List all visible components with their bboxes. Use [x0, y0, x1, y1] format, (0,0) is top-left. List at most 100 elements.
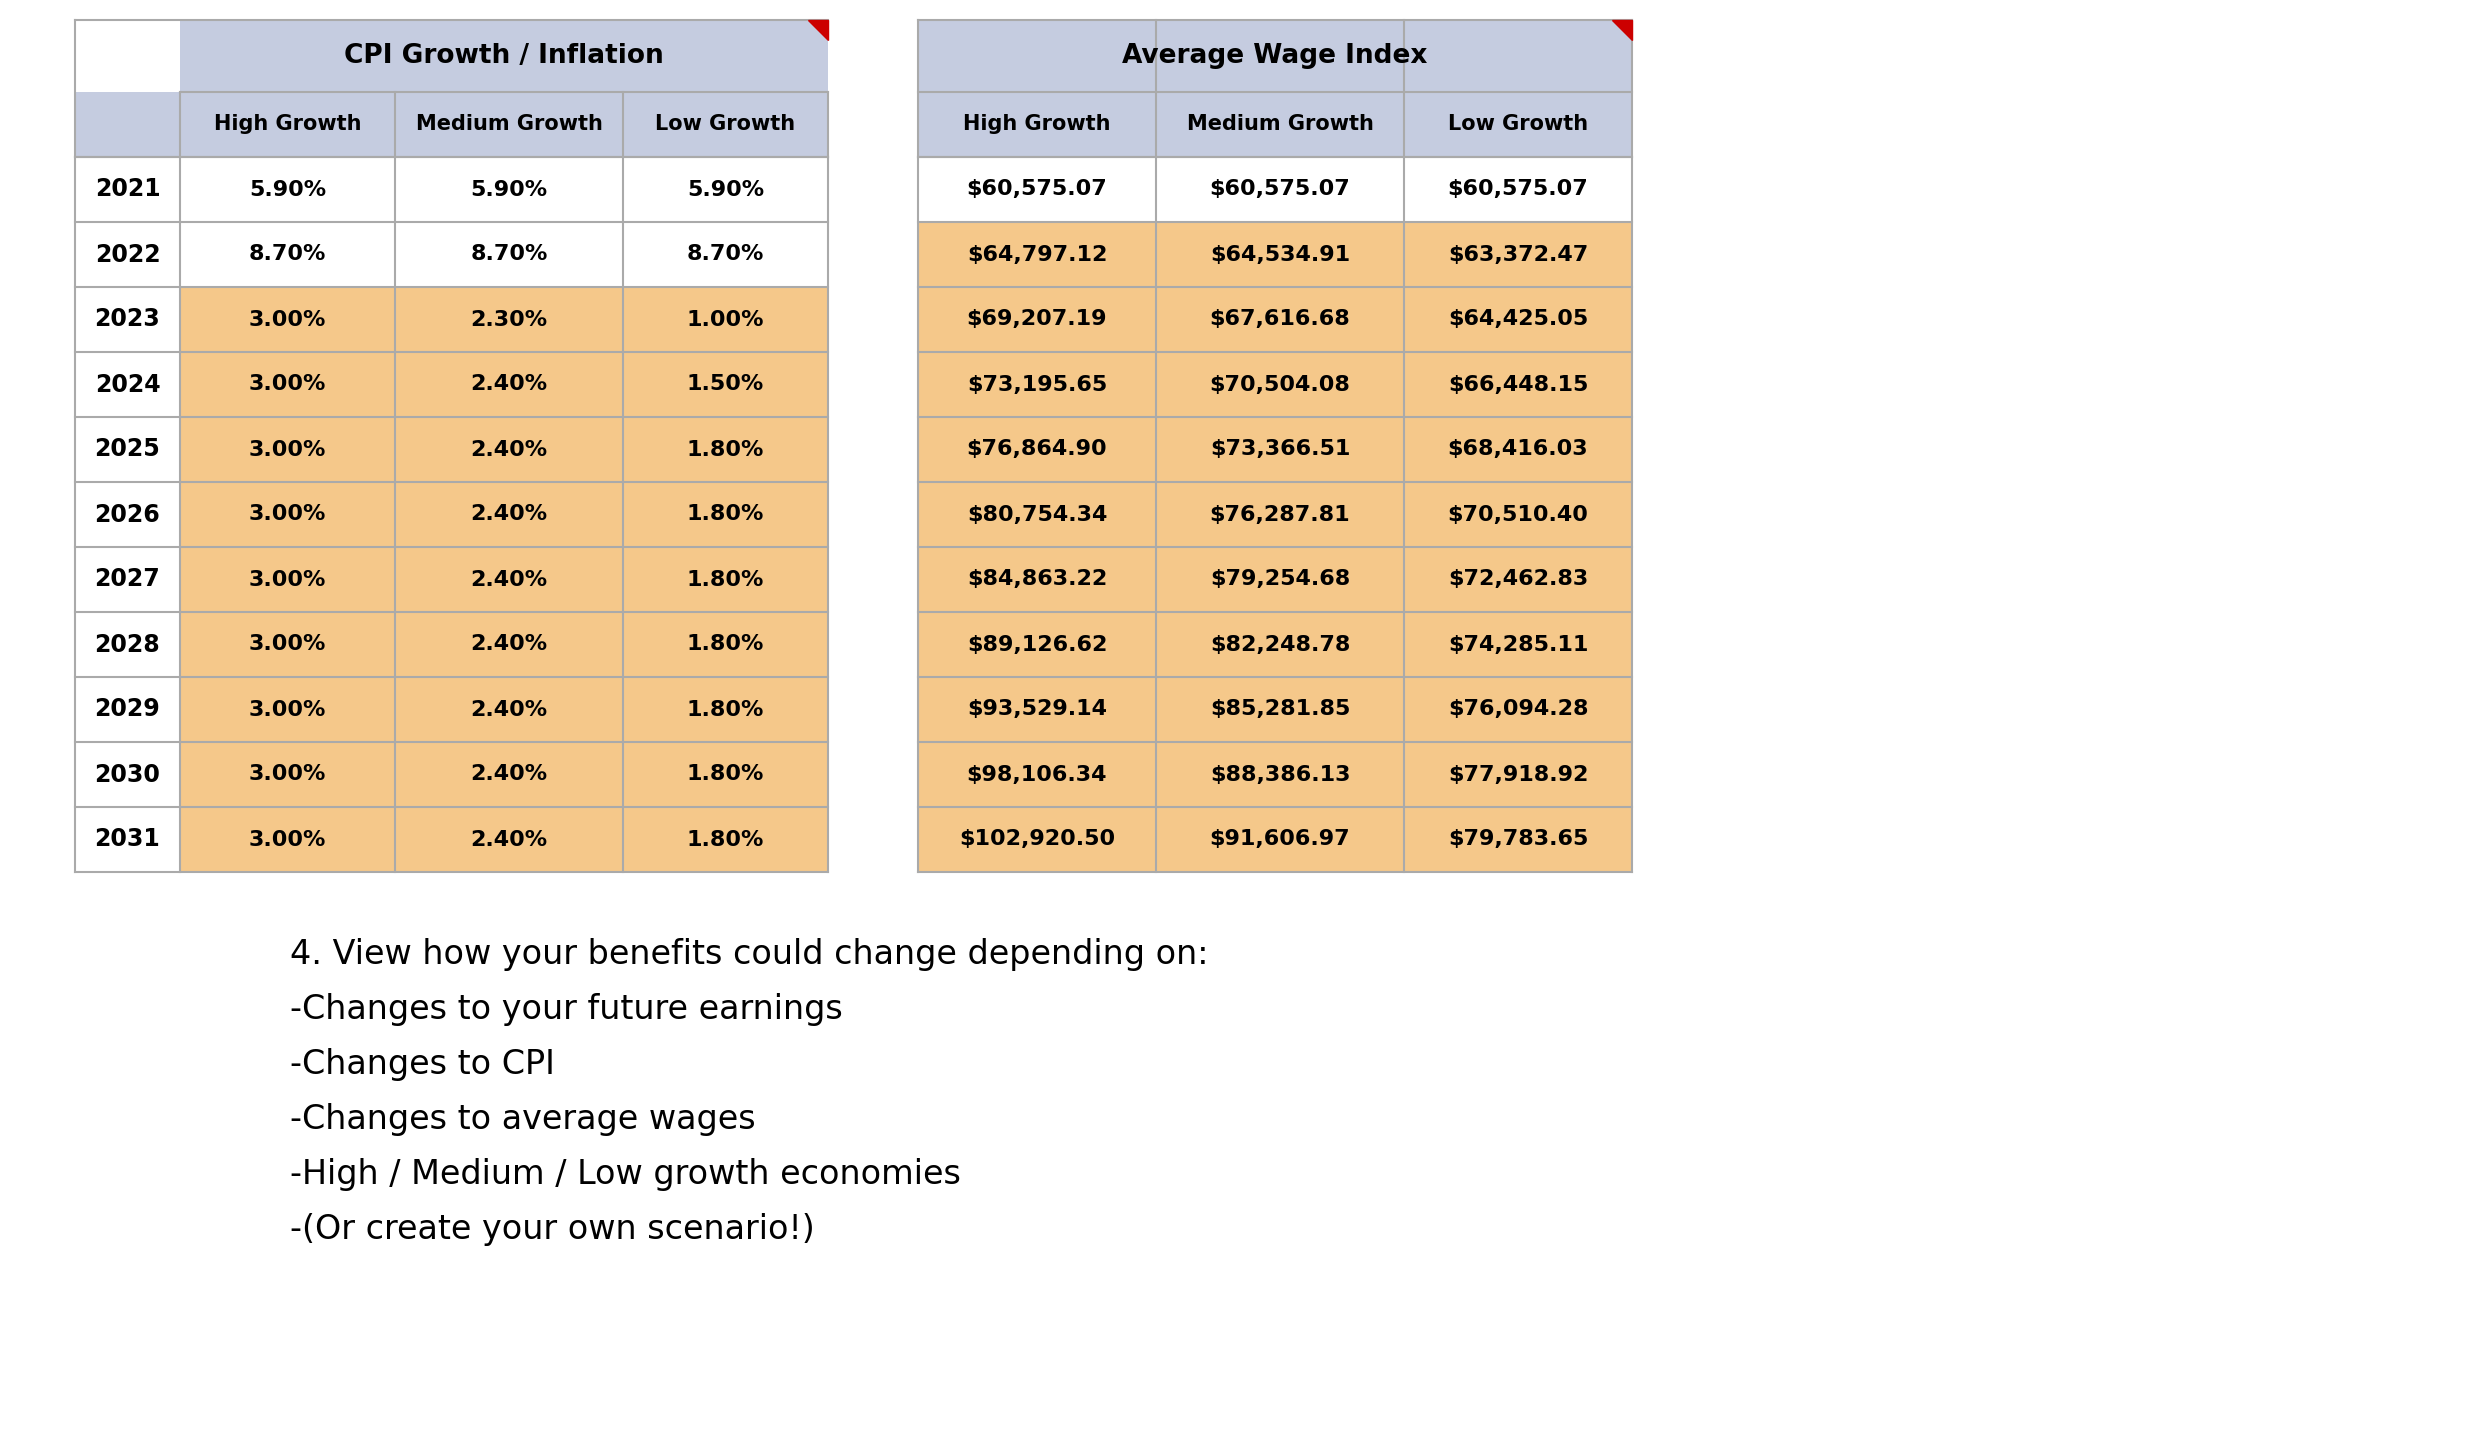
- Text: 1.80%: 1.80%: [687, 764, 764, 784]
- Bar: [179, 287, 829, 352]
- Bar: [919, 612, 1631, 677]
- Bar: [919, 807, 1631, 872]
- Text: 2.40%: 2.40%: [471, 699, 548, 719]
- Bar: [179, 482, 829, 547]
- Bar: [75, 157, 179, 222]
- Text: $98,106.34: $98,106.34: [966, 764, 1108, 784]
- Text: $84,863.22: $84,863.22: [966, 569, 1108, 589]
- Bar: [179, 222, 829, 287]
- Text: $63,372.47: $63,372.47: [1447, 244, 1589, 264]
- Text: 3.00%: 3.00%: [249, 634, 326, 654]
- Text: 4. View how your benefits could change depending on:: 4. View how your benefits could change d…: [289, 939, 1208, 970]
- Text: 3.00%: 3.00%: [249, 764, 326, 784]
- Text: 2030: 2030: [95, 762, 159, 787]
- Text: 1.80%: 1.80%: [687, 569, 764, 589]
- Text: 2.40%: 2.40%: [471, 439, 548, 459]
- Text: $64,534.91: $64,534.91: [1210, 244, 1350, 264]
- Bar: [919, 92, 1631, 157]
- Bar: [919, 547, 1631, 612]
- Text: 8.70%: 8.70%: [687, 244, 764, 264]
- Text: 2022: 2022: [95, 243, 159, 267]
- Bar: [179, 677, 829, 742]
- Text: 2028: 2028: [95, 632, 159, 657]
- Bar: [179, 547, 829, 612]
- Text: High Growth: High Growth: [964, 114, 1111, 134]
- Bar: [179, 417, 829, 482]
- Text: $102,920.50: $102,920.50: [959, 829, 1116, 849]
- Text: 3.00%: 3.00%: [249, 439, 326, 459]
- Text: $79,254.68: $79,254.68: [1210, 569, 1350, 589]
- Text: 3.00%: 3.00%: [249, 374, 326, 394]
- Bar: [179, 20, 829, 92]
- Text: $76,094.28: $76,094.28: [1447, 699, 1589, 719]
- Text: 2.40%: 2.40%: [471, 829, 548, 849]
- Bar: [919, 222, 1631, 287]
- Text: -High / Medium / Low growth economies: -High / Medium / Low growth economies: [289, 1158, 961, 1191]
- Text: -Changes to CPI: -Changes to CPI: [289, 1048, 555, 1082]
- Text: -(Or create your own scenario!): -(Or create your own scenario!): [289, 1213, 814, 1246]
- Text: $68,416.03: $68,416.03: [1447, 439, 1589, 459]
- Text: Medium Growth: Medium Growth: [1188, 114, 1374, 134]
- Text: $64,425.05: $64,425.05: [1447, 309, 1589, 329]
- Text: $73,195.65: $73,195.65: [966, 374, 1108, 394]
- Text: $74,285.11: $74,285.11: [1447, 634, 1589, 654]
- Text: $72,462.83: $72,462.83: [1447, 569, 1589, 589]
- Text: 8.70%: 8.70%: [471, 244, 548, 264]
- Text: $88,386.13: $88,386.13: [1210, 764, 1350, 784]
- Bar: [75, 222, 179, 287]
- Text: 1.80%: 1.80%: [687, 634, 764, 654]
- Text: $70,504.08: $70,504.08: [1210, 374, 1350, 394]
- Bar: [919, 352, 1631, 417]
- Bar: [179, 612, 829, 677]
- Text: CPI Growth / Inflation: CPI Growth / Inflation: [344, 43, 665, 69]
- Text: $80,754.34: $80,754.34: [966, 504, 1108, 524]
- Bar: [179, 807, 829, 872]
- Text: 2031: 2031: [95, 827, 159, 852]
- Text: 2.40%: 2.40%: [471, 764, 548, 784]
- Text: 3.00%: 3.00%: [249, 569, 326, 589]
- Text: 5.90%: 5.90%: [687, 179, 764, 199]
- Bar: [75, 807, 179, 872]
- Text: 5.90%: 5.90%: [249, 179, 326, 199]
- Text: 2.40%: 2.40%: [471, 569, 548, 589]
- Text: -Changes to average wages: -Changes to average wages: [289, 1103, 754, 1136]
- Text: $85,281.85: $85,281.85: [1210, 699, 1350, 719]
- Text: 2025: 2025: [95, 438, 159, 462]
- Bar: [75, 677, 179, 742]
- Text: 3.00%: 3.00%: [249, 829, 326, 849]
- Text: $82,248.78: $82,248.78: [1210, 634, 1350, 654]
- Text: $64,797.12: $64,797.12: [966, 244, 1108, 264]
- Bar: [75, 482, 179, 547]
- Text: Average Wage Index: Average Wage Index: [1123, 43, 1427, 69]
- Bar: [919, 417, 1631, 482]
- Text: 2029: 2029: [95, 697, 159, 722]
- Text: $77,918.92: $77,918.92: [1447, 764, 1589, 784]
- Text: 1.80%: 1.80%: [687, 439, 764, 459]
- Text: $60,575.07: $60,575.07: [1210, 179, 1350, 199]
- Text: $93,529.14: $93,529.14: [966, 699, 1108, 719]
- Bar: [919, 677, 1631, 742]
- Text: High Growth: High Growth: [214, 114, 361, 134]
- Bar: [75, 352, 179, 417]
- Text: 2026: 2026: [95, 503, 159, 527]
- Bar: [75, 417, 179, 482]
- Bar: [919, 742, 1631, 807]
- Text: 1.80%: 1.80%: [687, 829, 764, 849]
- Polygon shape: [1611, 20, 1631, 40]
- Text: 8.70%: 8.70%: [249, 244, 326, 264]
- Text: $70,510.40: $70,510.40: [1447, 504, 1589, 524]
- Text: $79,783.65: $79,783.65: [1447, 829, 1589, 849]
- Bar: [179, 742, 829, 807]
- Text: 2027: 2027: [95, 567, 159, 592]
- Bar: [919, 20, 1631, 92]
- Bar: [75, 742, 179, 807]
- Text: 1.80%: 1.80%: [687, 699, 764, 719]
- Text: 1.00%: 1.00%: [687, 309, 764, 329]
- Text: 3.00%: 3.00%: [249, 309, 326, 329]
- Text: Low Growth: Low Growth: [1449, 114, 1589, 134]
- Text: 3.00%: 3.00%: [249, 504, 326, 524]
- Text: 2023: 2023: [95, 308, 159, 332]
- Text: 2024: 2024: [95, 373, 159, 397]
- Bar: [919, 157, 1631, 222]
- Text: 1.50%: 1.50%: [687, 374, 764, 394]
